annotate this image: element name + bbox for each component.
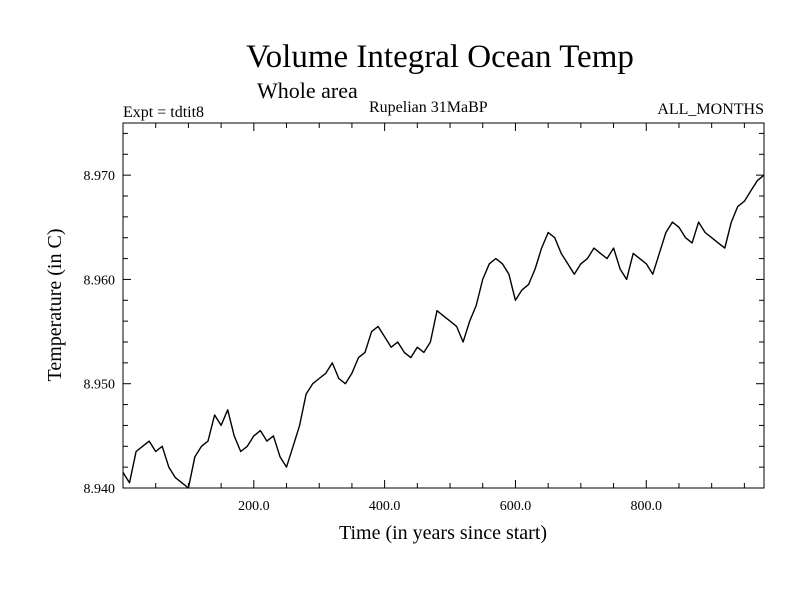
months-label: ALL_MONTHS bbox=[657, 101, 764, 118]
chart-title: Volume Integral Ocean Temp bbox=[246, 39, 634, 75]
experiment-label: Expt = tdtit8 bbox=[123, 104, 204, 121]
y-tick-label: 8.950 bbox=[84, 378, 116, 393]
plot-frame bbox=[122, 122, 765, 489]
y-tick-label: 8.970 bbox=[84, 169, 116, 184]
series-line bbox=[122, 174, 765, 489]
axis-tick-labels: 200.0 400.0 600.0 800.0 8.940 8.950 8.960 8.970 bbox=[84, 169, 663, 514]
y-tick-label: 8.940 bbox=[84, 482, 116, 497]
chart-subtitle: Whole area bbox=[257, 78, 358, 103]
x-tick-label: 200.0 bbox=[238, 499, 270, 514]
axis-ticks bbox=[123, 123, 764, 488]
x-tick-label: 800.0 bbox=[631, 499, 663, 514]
x-axis-label: Time (in years since start) bbox=[339, 522, 547, 544]
y-tick-label: 8.960 bbox=[84, 273, 116, 288]
plot-area: 200.0 400.0 600.0 800.0 8.940 8.950 8.960 8.970 bbox=[84, 122, 765, 514]
period-label: Rupelian 31MaBP bbox=[369, 99, 488, 116]
x-tick-label: 400.0 bbox=[369, 499, 401, 514]
x-tick-label: 600.0 bbox=[500, 499, 532, 514]
y-axis-label: Temperature (in C) bbox=[44, 229, 66, 382]
